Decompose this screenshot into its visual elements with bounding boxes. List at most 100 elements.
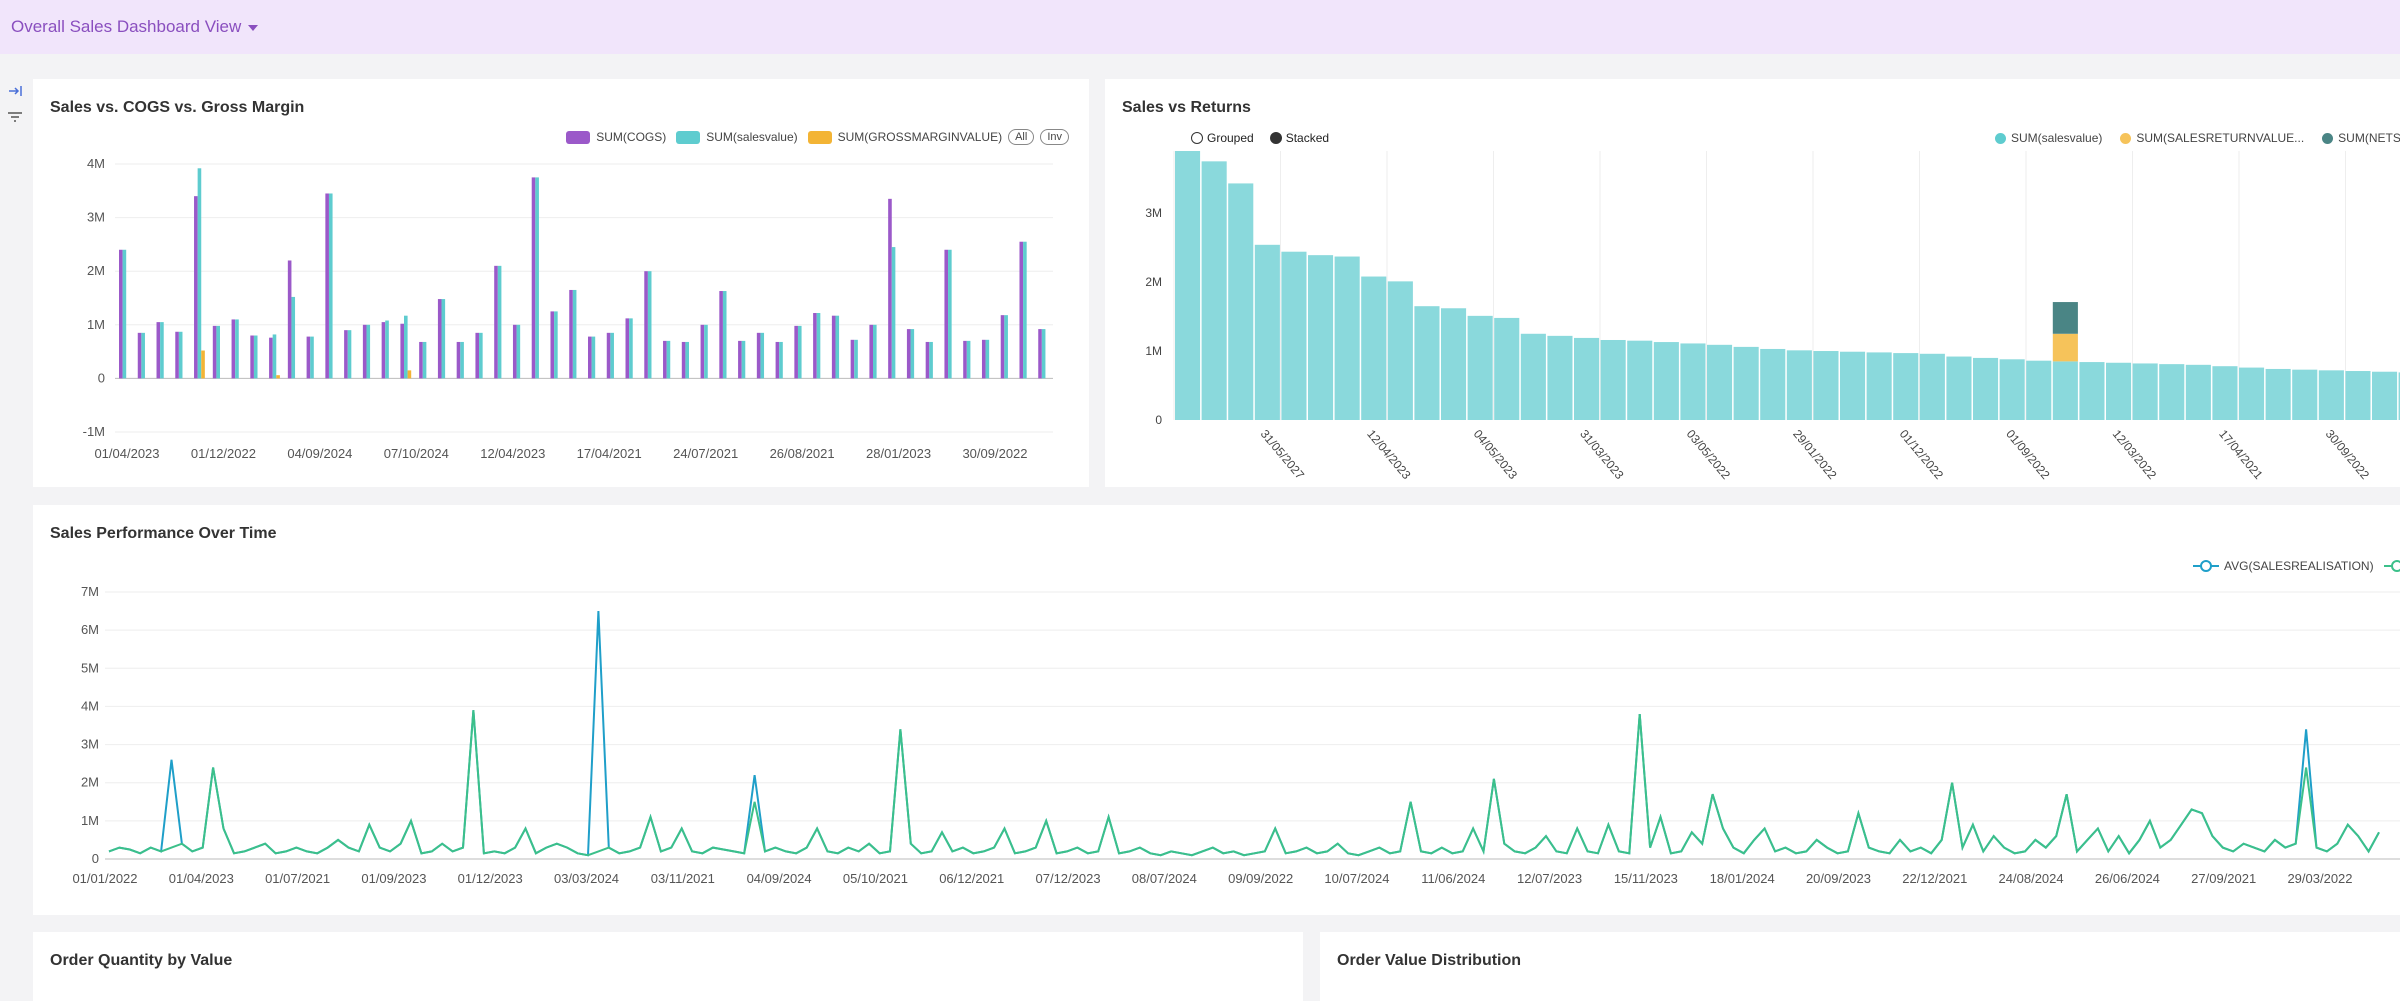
bar [2372, 371, 2398, 420]
bar [572, 289, 577, 379]
bar [1893, 353, 1919, 420]
bar [700, 324, 705, 379]
bar [276, 375, 280, 379]
legend-item-salesvalue[interactable]: SUM(salesvalue) [1995, 131, 2102, 145]
bar [235, 319, 239, 379]
panel-sales-cogs-margin: Sales vs. COGS vs. Gross Margin SUM(COGS… [33, 79, 1089, 487]
panel-order-value-distribution: Order Value Distribution [1320, 932, 2400, 1001]
x-tick-label: 01/12/2022 [191, 446, 256, 461]
bar [1999, 359, 2025, 420]
x-tick-label: 06/12/2021 [939, 871, 1004, 886]
bar [644, 271, 648, 379]
bar [1866, 352, 1892, 420]
bar [400, 323, 404, 379]
legend-invert-button[interactable]: Inv [1040, 129, 1069, 145]
bar [985, 339, 990, 379]
bar [306, 336, 311, 379]
x-tick-label: 08/07/2024 [1132, 871, 1197, 886]
x-tick-label: 22/12/2021 [1902, 871, 1967, 886]
bar [2026, 360, 2052, 420]
bar [253, 335, 258, 379]
x-tick-label: 30/09/2022 [2323, 427, 2373, 482]
bar [831, 315, 836, 379]
x-tick-label: 04/05/2023 [1471, 427, 1521, 482]
bar [591, 336, 596, 379]
bar [137, 332, 142, 379]
x-tick-label: 11/06/2024 [1421, 871, 1485, 886]
bar [929, 341, 933, 379]
bar [760, 332, 765, 379]
bar [404, 315, 408, 379]
x-tick-label: 24/07/2021 [673, 446, 738, 461]
y-tick-label: 1M [87, 317, 105, 332]
bar [1041, 329, 1046, 379]
bar [779, 341, 783, 379]
grouped-radio[interactable]: Grouped [1191, 131, 1254, 145]
bar [963, 340, 967, 379]
bar [1387, 281, 1413, 420]
bar [813, 313, 817, 379]
bar [1760, 348, 1786, 420]
bar [1019, 241, 1024, 379]
x-tick-label: 26/08/2021 [770, 446, 835, 461]
bar [906, 329, 911, 379]
stacked-radio[interactable]: Stacked [1269, 131, 1329, 145]
y-tick-label: 0 [98, 370, 105, 385]
legend-item-second-series[interactable] [2383, 559, 2400, 573]
panel-order-quantity: Order Quantity by Value [33, 932, 1303, 1001]
bar [2292, 369, 2318, 420]
x-tick-label: 18/01/2024 [1710, 871, 1775, 886]
bar [1000, 315, 1005, 379]
bar [891, 247, 896, 379]
bar [797, 325, 802, 379]
bar [835, 315, 840, 379]
legend-item-grossmargin[interactable]: SUM(GROSSMARGINVALUE) [807, 130, 1002, 144]
bar [344, 330, 348, 379]
bar [666, 340, 671, 379]
bar [1919, 353, 1945, 420]
bar [816, 313, 821, 379]
legend-all-button[interactable]: All [1008, 129, 1035, 145]
chart-legend: SUM(salesvalue) SUM(SALESRETURNVALUE... … [1985, 131, 2400, 145]
x-tick-label: 01/12/2022 [1897, 427, 1947, 482]
bar [606, 332, 611, 379]
series-line-avg-salesrealisation [108, 611, 2380, 857]
bar [719, 291, 723, 379]
bar-returns [2052, 333, 2078, 362]
y-tick-label: 1M [81, 813, 99, 828]
bar [981, 339, 986, 379]
legend-item-cogs[interactable]: SUM(COGS) [566, 130, 666, 144]
x-tick-label: 04/09/2024 [747, 871, 812, 886]
y-tick-label: 3M [87, 210, 105, 225]
bar [325, 193, 329, 379]
bar [231, 319, 236, 379]
collapse-arrow-icon[interactable] [7, 84, 23, 98]
bar [1574, 337, 1600, 420]
bar [250, 335, 254, 379]
legend-item-net[interactable]: SUM(NETS [2322, 131, 2400, 145]
line-legend-icon [2383, 560, 2400, 572]
chevron-down-icon[interactable] [248, 25, 259, 31]
y-tick-label: 4M [87, 156, 105, 171]
x-tick-label: 29/03/2022 [2287, 871, 2352, 886]
bar [569, 289, 573, 379]
bar [1038, 329, 1042, 379]
bar [141, 332, 145, 379]
bar [2106, 362, 2132, 420]
bar [1680, 343, 1706, 420]
bar [1023, 241, 1027, 379]
filter-icon[interactable] [7, 110, 23, 124]
bar [407, 370, 412, 379]
dashboard-title[interactable]: Overall Sales Dashboard View [11, 17, 242, 36]
chart-legend: AVG(SALESREALISATION) [2183, 559, 2400, 573]
bar [1840, 351, 1866, 420]
legend-item-salesvalue[interactable]: SUM(salesvalue) [676, 130, 798, 144]
bar [775, 341, 780, 379]
x-tick-label: 12/07/2023 [1517, 871, 1582, 886]
bar [1441, 308, 1467, 420]
legend-item-avg-salesrealisation[interactable]: AVG(SALESREALISATION) [2193, 559, 2374, 573]
bar [854, 339, 858, 379]
bar [2398, 372, 2400, 420]
x-tick-label: 01/12/2023 [458, 871, 523, 886]
legend-item-returns[interactable]: SUM(SALESRETURNVALUE... [2120, 131, 2304, 145]
